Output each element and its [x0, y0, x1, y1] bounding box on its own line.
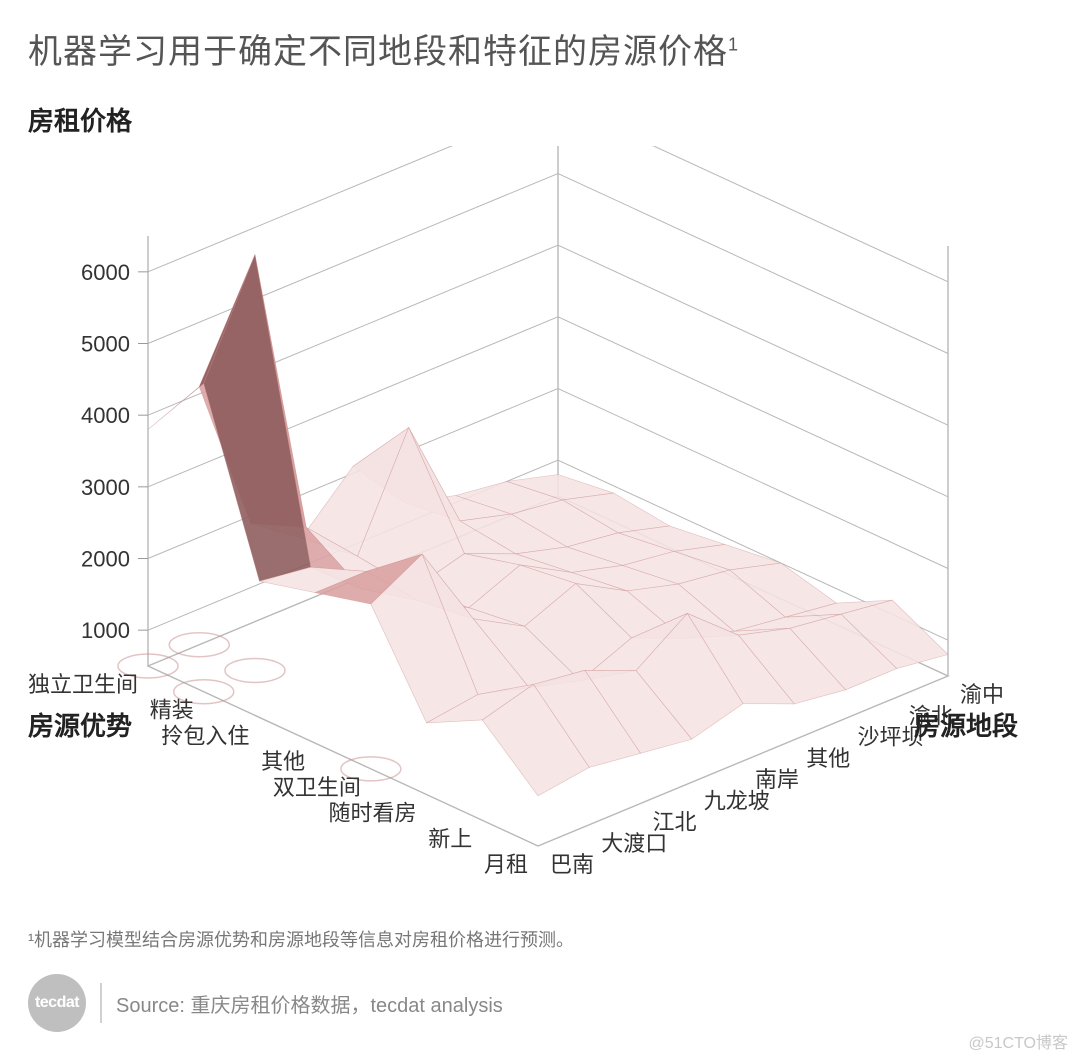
- z-tick-label: 1000: [81, 618, 130, 643]
- x-tick-label: 精装: [150, 698, 194, 723]
- y-tick-label: 九龙坡: [704, 788, 770, 813]
- z-tick-label: 5000: [81, 332, 130, 357]
- x-tick-label: 独立卫生间: [28, 672, 138, 697]
- x-axis-title: 房源优势: [28, 706, 132, 743]
- y-axis-title: 房源地段: [914, 706, 1018, 743]
- x-tick-label: 新上: [428, 826, 472, 851]
- z-tick-label: 2000: [81, 547, 130, 572]
- z-tick-label: 6000: [81, 260, 130, 285]
- x-tick-label: 拎包入住: [161, 723, 249, 748]
- z-tick-label: 4000: [81, 403, 130, 428]
- x-tick-label: 月租: [484, 852, 528, 877]
- source-separator: [100, 983, 102, 1023]
- x-tick-label: 双卫生间: [273, 775, 361, 800]
- surface-chart: 100020003000400050006000独立卫生间精装拎包入住其他双卫生…: [28, 146, 1028, 906]
- y-tick-label: 其他: [806, 746, 850, 771]
- title-text: 机器学习用于确定不同地段和特征的房源价格: [28, 33, 728, 71]
- footnote: ¹机器学习模型结合房源优势和房源地段等信息对房租价格进行预测。: [28, 926, 1052, 952]
- chart-title: 机器学习用于确定不同地段和特征的房源价格1: [28, 24, 1052, 73]
- y-tick-label: 渝中: [960, 682, 1004, 707]
- x-tick-label: 其他: [261, 749, 305, 774]
- y-tick-label: 大渡口: [601, 831, 667, 856]
- watermark: @51CTO博客: [968, 1029, 1068, 1053]
- y-tick-label: 巴南: [550, 852, 594, 877]
- x-tick-label: 随时看房: [329, 801, 417, 826]
- surface: [148, 255, 948, 796]
- source-text: Source: 重庆房租价格数据，tecdat analysis: [116, 989, 503, 1018]
- source-row: tecdat Source: 重庆房租价格数据，tecdat analysis: [28, 974, 1052, 1032]
- z-axis-title: 房租价格: [28, 101, 1052, 138]
- title-sup: 1: [728, 35, 739, 55]
- tecdat-logo: tecdat: [28, 974, 86, 1032]
- z-tick-label: 3000: [81, 475, 130, 500]
- chart-svg: 100020003000400050006000独立卫生间精装拎包入住其他双卫生…: [28, 146, 1028, 906]
